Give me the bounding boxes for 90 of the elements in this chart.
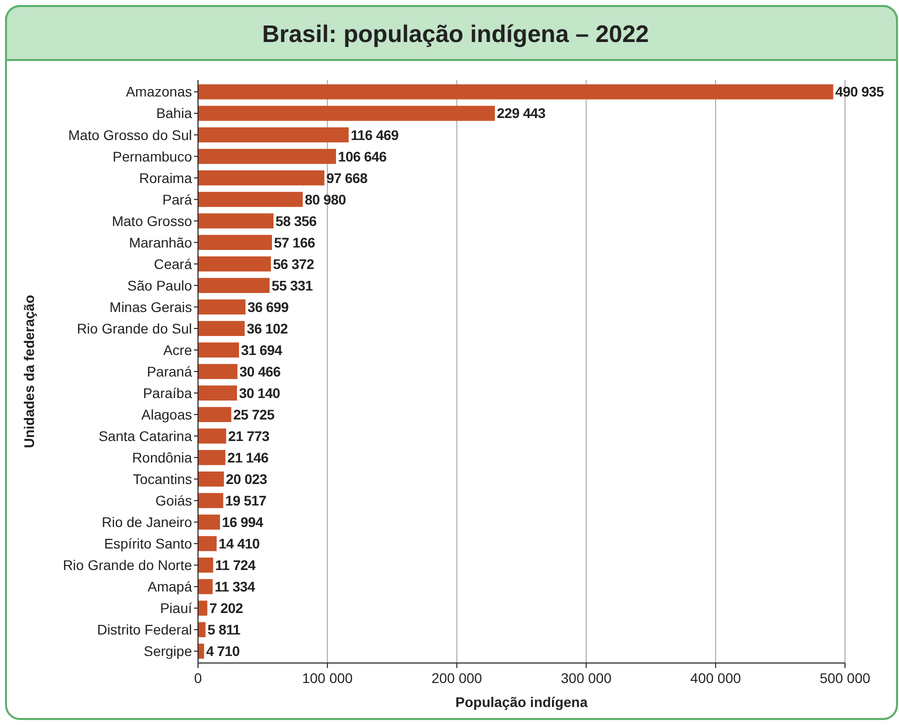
bar: [198, 536, 217, 552]
y-tick-label: Tocantins: [132, 470, 192, 487]
y-tick-label: Alagoas: [141, 406, 192, 422]
data-label: 11 724: [215, 557, 256, 574]
bar: [198, 514, 220, 530]
data-label: 97 668: [326, 170, 368, 186]
x-axis-title: População indígena: [455, 694, 588, 710]
data-label: 56 372: [272, 256, 314, 272]
data-label: 21 773: [228, 428, 270, 444]
data-label: 14 410: [218, 536, 260, 552]
y-tick-label: Rio Grande do Sul: [76, 320, 192, 336]
x-tick-label: 100 000: [302, 670, 353, 686]
x-tick-label: 300 000: [560, 670, 612, 686]
y-tick-label: Paraná: [146, 363, 192, 380]
y-tick-label: Rio Grande do Norte: [62, 557, 192, 574]
x-tick-label: 400 000: [690, 670, 742, 686]
y-tick-label: Espírito Santo: [104, 536, 192, 552]
data-label: 7 202: [209, 600, 244, 616]
y-tick-label: Bahia: [156, 105, 192, 122]
bar: [198, 472, 224, 487]
bar: [198, 127, 349, 142]
data-label: 116 469: [350, 126, 399, 143]
data-label: 11 334: [214, 578, 256, 595]
bar: [198, 170, 324, 186]
data-label: 490 935: [835, 84, 884, 100]
data-label: 229 443: [496, 105, 546, 122]
data-label: 16 994: [222, 514, 264, 530]
bar: [198, 406, 232, 422]
y-tick-label: Rondônia: [132, 449, 192, 466]
chart-title: Brasil: população indígena – 2022: [262, 21, 649, 48]
bar: [198, 192, 303, 207]
data-label: 20 023: [226, 470, 268, 487]
x-tick-label: 500 000: [820, 670, 871, 686]
data-label: 31 694: [241, 342, 283, 358]
data-label: 30 140: [239, 384, 281, 401]
bar: [198, 299, 246, 314]
data-label: 21 146: [227, 449, 269, 466]
data-label: 80 980: [304, 191, 346, 208]
y-tick-label: Paraíba: [142, 384, 192, 401]
bar: [198, 213, 274, 228]
data-label: 36 102: [246, 320, 288, 336]
bar: [198, 558, 214, 573]
data-label: 36 699: [247, 298, 290, 315]
data-label: 5 811: [208, 622, 241, 638]
y-tick-label: Santa Catarina: [98, 428, 192, 444]
bar: [198, 450, 226, 466]
bar: [198, 320, 245, 336]
bar: [198, 342, 240, 358]
y-tick-label: Goiás: [155, 492, 192, 508]
y-tick-label: Mato Grosso do Sul: [68, 126, 192, 143]
bar: [198, 234, 272, 250]
data-label: 19 517: [225, 492, 267, 508]
y-tick-label: Pará: [162, 191, 192, 208]
data-label: 58 356: [276, 212, 318, 229]
bar: [198, 600, 208, 616]
data-label: 30 466: [239, 363, 281, 380]
y-tick-label: Minas Gerais: [110, 298, 192, 315]
data-label: 4 710: [206, 643, 240, 660]
y-tick-label: Piauí: [160, 600, 192, 616]
bar: [198, 278, 270, 293]
bar: [198, 644, 204, 659]
y-tick-label: Mato Grosso: [112, 212, 192, 229]
bar: [198, 428, 226, 444]
bar: [198, 579, 213, 594]
data-label: 25 725: [233, 406, 275, 422]
y-tick-label: Sergipe: [144, 643, 192, 660]
bar: [198, 106, 495, 121]
y-tick-label: Rio de Janeiro: [102, 514, 192, 530]
bar: [198, 622, 206, 638]
y-tick-label: Amapá: [148, 578, 192, 595]
data-label: 106 646: [338, 148, 388, 164]
y-tick-label: São Paulo: [127, 277, 192, 294]
bar: [198, 385, 237, 401]
y-tick-label: Ceará: [154, 256, 192, 272]
y-tick-label: Acre: [163, 342, 192, 358]
y-tick-label: Distrito Federal: [97, 622, 192, 638]
y-tick-label: Amazonas: [126, 84, 192, 100]
x-tick-label: 0: [194, 670, 202, 686]
bar: [198, 256, 271, 272]
y-tick-label: Maranhão: [128, 234, 192, 250]
bar: [198, 493, 224, 508]
bar: [198, 364, 238, 380]
data-label: 55 331: [272, 277, 314, 294]
y-tick-label: Roraima: [139, 170, 192, 186]
x-tick-label: 200 000: [431, 670, 482, 686]
y-tick-label: Pernambuco: [112, 148, 192, 164]
bar: [198, 148, 336, 164]
bar: [198, 84, 834, 100]
y-axis-title: Unidades da federação: [21, 294, 37, 448]
data-label: 57 166: [274, 234, 316, 250]
